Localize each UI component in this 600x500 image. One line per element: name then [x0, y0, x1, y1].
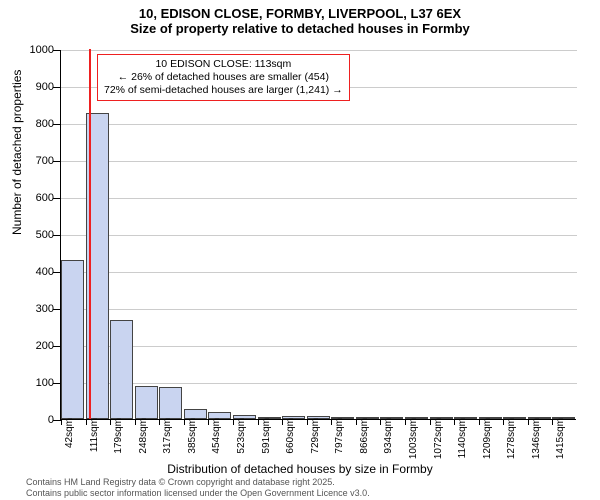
footer-line-1: Contains HM Land Registry data © Crown c… [26, 477, 370, 487]
x-tick [380, 419, 381, 425]
x-tick-label: 111sqm [89, 418, 100, 452]
x-tick-label: 1415sqm [555, 418, 566, 459]
y-tick-label: 0 [14, 414, 54, 426]
footer-line-2: Contains public sector information licen… [26, 488, 370, 498]
gridline [61, 124, 577, 125]
x-tick-label: 591sqm [261, 418, 272, 454]
title-line-2: Size of property relative to detached ho… [0, 21, 600, 36]
x-tick [479, 419, 480, 425]
histogram-bar [110, 320, 133, 419]
x-tick [430, 419, 431, 425]
x-tick [282, 419, 283, 425]
x-tick [86, 419, 87, 425]
gridline [61, 50, 577, 51]
gridline [61, 161, 577, 162]
histogram-bar [61, 260, 84, 419]
x-tick [184, 419, 185, 425]
histogram-bar [159, 387, 182, 419]
y-tick-label: 900 [14, 81, 54, 93]
x-tick [405, 419, 406, 425]
x-tick [61, 419, 62, 425]
x-tick [110, 419, 111, 425]
y-tick [53, 235, 61, 236]
annotation-line: 72% of semi-detached houses are larger (… [104, 84, 343, 97]
x-tick-label: 179sqm [113, 418, 124, 454]
x-tick [159, 419, 160, 425]
chart-container: 10, EDISON CLOSE, FORMBY, LIVERPOOL, L37… [0, 0, 600, 500]
gridline [61, 346, 577, 347]
x-tick [208, 419, 209, 425]
y-tick [53, 309, 61, 310]
x-tick [503, 419, 504, 425]
x-tick-label: 797sqm [334, 418, 345, 454]
annotation-box: 10 EDISON CLOSE: 113sqm← 26% of detached… [97, 54, 350, 101]
y-tick-label: 700 [14, 155, 54, 167]
x-tick-label: 523sqm [236, 418, 247, 454]
y-tick-label: 600 [14, 192, 54, 204]
gridline [61, 235, 577, 236]
chart-area: 0100200300400500600700800900100042sqm111… [60, 50, 576, 420]
y-tick [53, 124, 61, 125]
y-tick [53, 383, 61, 384]
gridline [61, 272, 577, 273]
x-tick-label: 317sqm [162, 418, 173, 454]
y-tick-label: 300 [14, 303, 54, 315]
title-line-1: 10, EDISON CLOSE, FORMBY, LIVERPOOL, L37… [0, 6, 600, 21]
y-tick-label: 800 [14, 118, 54, 130]
x-tick-label: 1209sqm [482, 418, 493, 459]
x-tick [258, 419, 259, 425]
x-tick-label: 385sqm [187, 418, 198, 454]
x-tick [454, 419, 455, 425]
attribution-footer: Contains HM Land Registry data © Crown c… [26, 477, 370, 498]
x-tick-label: 1072sqm [433, 418, 444, 459]
y-tick [53, 420, 61, 421]
y-tick-label: 500 [14, 229, 54, 241]
annotation-line: 10 EDISON CLOSE: 113sqm [104, 58, 343, 71]
x-tick [552, 419, 553, 425]
y-tick [53, 161, 61, 162]
y-tick [53, 272, 61, 273]
highlight-marker-line [89, 49, 91, 419]
x-tick-label: 660sqm [285, 418, 296, 454]
y-axis-label: Number of detached properties [10, 70, 24, 235]
x-tick-label: 1003sqm [408, 418, 419, 459]
annotation-line: ← 26% of detached houses are smaller (45… [104, 71, 343, 84]
plot-region: 0100200300400500600700800900100042sqm111… [60, 50, 576, 420]
y-tick [53, 346, 61, 347]
x-tick-label: 1278sqm [506, 418, 517, 459]
x-tick-label: 42sqm [64, 418, 75, 448]
y-tick-label: 200 [14, 340, 54, 352]
y-tick-label: 400 [14, 266, 54, 278]
y-tick-label: 1000 [14, 44, 54, 56]
x-tick [356, 419, 357, 425]
y-tick-label: 100 [14, 377, 54, 389]
x-tick-label: 454sqm [211, 418, 222, 454]
x-tick-label: 934sqm [383, 418, 394, 454]
x-tick [528, 419, 529, 425]
gridline [61, 309, 577, 310]
x-tick [135, 419, 136, 425]
x-tick [331, 419, 332, 425]
y-tick [53, 50, 61, 51]
gridline [61, 383, 577, 384]
x-axis-label: Distribution of detached houses by size … [0, 462, 600, 476]
x-tick [233, 419, 234, 425]
gridline [61, 198, 577, 199]
x-tick-label: 1140sqm [457, 418, 468, 458]
chart-title-block: 10, EDISON CLOSE, FORMBY, LIVERPOOL, L37… [0, 0, 600, 36]
x-tick-label: 866sqm [359, 418, 370, 454]
x-tick [307, 419, 308, 425]
y-tick [53, 87, 61, 88]
x-tick-label: 248sqm [138, 418, 149, 454]
x-tick-label: 1346sqm [531, 418, 542, 459]
y-tick [53, 198, 61, 199]
x-tick-label: 729sqm [310, 418, 321, 454]
histogram-bar [135, 386, 158, 419]
